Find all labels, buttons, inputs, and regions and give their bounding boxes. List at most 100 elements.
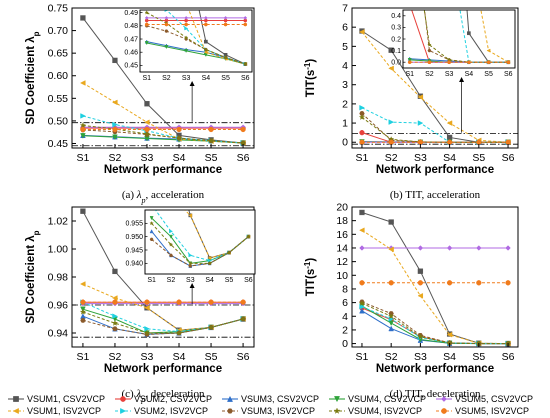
x-tick-label: S6	[237, 351, 250, 363]
data-point	[204, 22, 208, 27]
data-point	[359, 307, 365, 314]
legend-marker	[120, 396, 126, 402]
data-point	[112, 126, 118, 133]
data-point	[204, 39, 208, 44]
y-tick-label: 0.75	[48, 3, 69, 15]
y-axis-label-sup: -1	[303, 261, 312, 269]
y-tick-label: 0.98	[48, 272, 69, 284]
x-axis-label: Network performance	[104, 164, 222, 176]
inset-y-tick-label: 0.47	[124, 36, 138, 43]
data-point	[79, 122, 87, 129]
data-point	[223, 54, 228, 60]
data-point	[112, 268, 118, 275]
series-line	[361, 301, 509, 345]
data-point	[176, 126, 182, 133]
zoom-arrow-head	[459, 77, 465, 82]
inset-x-tick-label: S3	[186, 277, 195, 284]
legend-item-4: VSUM4, CSV2VCP	[329, 394, 426, 404]
data-point	[112, 57, 118, 64]
x-tick-label: S2	[109, 351, 122, 363]
series-line	[361, 116, 509, 143]
y-tick-label: 1	[342, 118, 348, 130]
data-point	[243, 22, 248, 27]
data-point	[183, 35, 189, 40]
data-point	[446, 331, 453, 338]
data-point	[208, 203, 211, 206]
data-point	[417, 268, 424, 274]
series-line	[361, 305, 509, 345]
data-point	[169, 253, 173, 257]
data-point	[164, 22, 169, 27]
data-point	[208, 203, 211, 206]
series-2	[150, 203, 250, 206]
data-point	[388, 139, 394, 145]
caption-symbol: λ	[135, 388, 141, 400]
data-point	[486, 48, 491, 53]
y-tick-label: 1.00	[48, 244, 69, 256]
inset-x-tick-label: S5	[225, 277, 234, 284]
caption-letter: (b)	[390, 189, 405, 201]
legend-label: VSUM4, CSV2VCP	[348, 394, 426, 404]
series-line	[165, 10, 246, 65]
y-axis-label: SD Coefficient λp	[25, 230, 41, 323]
caption-letter: (d)	[390, 388, 405, 400]
y-tick-label: 5	[342, 41, 348, 53]
data-point	[388, 119, 395, 125]
data-point	[486, 60, 491, 65]
legend-item-2: VSUM2, CSV2VCP	[115, 394, 212, 404]
series-line	[146, 42, 246, 65]
data-point	[176, 299, 182, 305]
inset-x-tick-label: S4	[205, 277, 214, 284]
data-point	[506, 60, 511, 65]
panel-caption: (c) λp, deceleration	[122, 388, 205, 404]
data-point	[164, 29, 169, 33]
series-line	[361, 31, 509, 143]
x-tick-label: S6	[502, 152, 515, 164]
series-line	[82, 311, 244, 334]
x-tick-label: S1	[76, 152, 89, 164]
data-point	[80, 318, 86, 323]
inset-x-tick-label: S3	[445, 71, 454, 78]
y-axis-label-text: SD Coefficient λ	[25, 36, 37, 125]
y-tick-label: 10	[336, 270, 348, 282]
data-point	[149, 229, 154, 234]
data-point	[144, 41, 149, 46]
series-9	[149, 220, 251, 266]
inset-x-tick-label: S1	[142, 75, 151, 82]
data-point	[169, 203, 172, 206]
y-tick-label: 7	[342, 3, 348, 15]
y-tick-label: 0.55	[48, 93, 69, 105]
data-point	[359, 209, 365, 216]
caption-text: , deceleration	[145, 388, 205, 400]
data-point	[80, 133, 86, 139]
data-point	[79, 80, 86, 86]
series-line	[146, 25, 246, 65]
legend-marker	[227, 408, 233, 414]
data-point	[240, 299, 246, 305]
y-axis-label-sub: p	[32, 230, 41, 235]
series-line	[82, 82, 244, 144]
data-point	[476, 139, 482, 145]
data-point	[144, 15, 149, 20]
series-5	[359, 245, 511, 251]
data-point	[188, 213, 193, 218]
data-point	[247, 203, 250, 206]
chart-panel-a: 0.45 0.50 0.55 0.60 0.65 0.70 0.75 S1 S2 S3 S4 S5 S6…	[25, 3, 255, 205]
caption-text: , acceleration	[146, 189, 205, 201]
y-axis-label: SD Coefficient λp	[25, 31, 41, 124]
data-point	[149, 237, 154, 241]
data-point	[112, 134, 118, 141]
inset-y-tick-label: 0.950	[125, 234, 143, 241]
data-point	[388, 246, 394, 253]
data-point	[243, 15, 248, 20]
data-point	[111, 295, 118, 301]
inset-x-tick-label: S4	[202, 75, 211, 82]
legend-item-3: VSUM3, CSV2VCP	[222, 394, 319, 404]
data-point	[417, 280, 424, 286]
data-point	[203, 15, 208, 20]
series-8	[80, 316, 246, 337]
series-1	[359, 209, 511, 347]
data-point	[388, 325, 394, 332]
series-line	[82, 283, 244, 331]
caption-letter: (a)	[122, 189, 137, 201]
